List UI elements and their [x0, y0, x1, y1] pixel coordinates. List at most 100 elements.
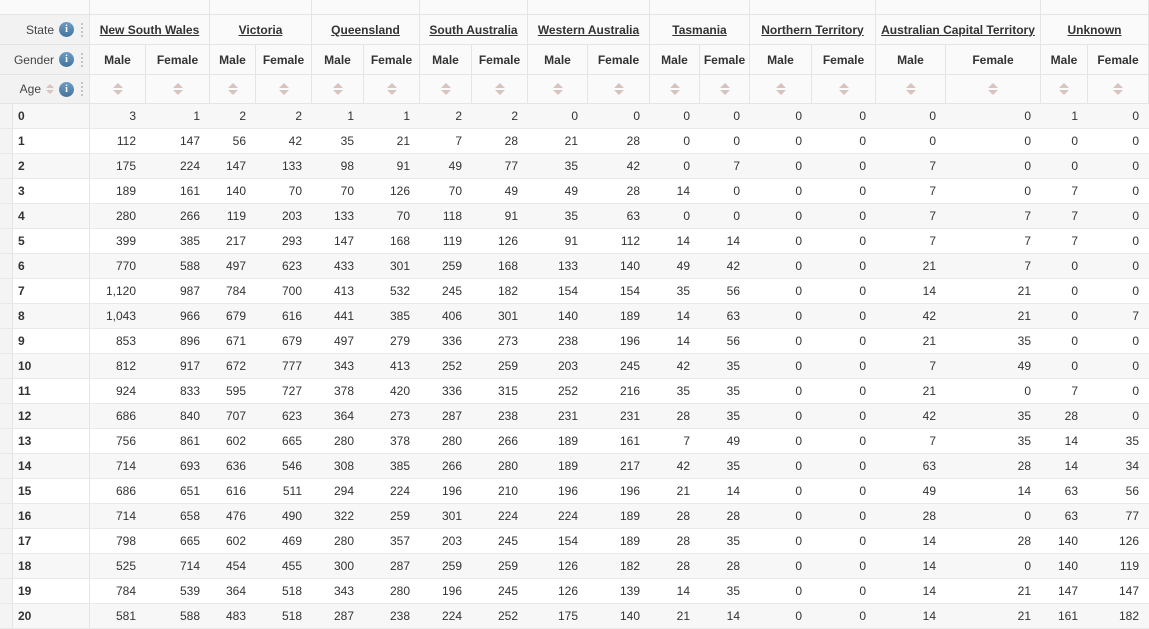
column-sort-icon[interactable] [172, 83, 183, 95]
column-sort-icon[interactable] [1113, 83, 1123, 95]
column-sort-icon[interactable] [613, 83, 624, 95]
value-cell: 49 [922, 484, 936, 498]
value-cell: 0 [859, 209, 866, 223]
value-cell: 0 [795, 584, 802, 598]
state-header-cell: New South Wales [90, 15, 210, 45]
value-cell: 693 [179, 459, 200, 473]
value-cell: 490 [281, 509, 302, 523]
column-sort-icon[interactable] [988, 83, 998, 95]
sort-cell [700, 75, 750, 104]
value-cell: 784 [115, 584, 136, 598]
state-link[interactable]: New South Wales [99, 22, 200, 37]
value-cell: 7 [929, 434, 936, 448]
column-sort-icon[interactable] [112, 83, 123, 95]
state-cells: New South Wales Victoria Queensland South A… [90, 15, 1149, 45]
value-cell: 966 [179, 309, 200, 323]
column-sort-icon[interactable] [386, 83, 397, 95]
column-sort-icon[interactable] [227, 83, 238, 95]
state-link[interactable]: Queensland [331, 22, 400, 37]
state-info-icon[interactable]: i [59, 22, 74, 37]
gender-menu-icon[interactable] [79, 52, 85, 68]
age-menu-icon[interactable] [79, 81, 85, 97]
table-row: 8 1,043 966 679 616 441 385 406 301 140 189 14 63 0 0 4… [0, 304, 1149, 329]
value-cell: 252 [557, 384, 578, 398]
state-link[interactable]: Tasmania [672, 22, 727, 37]
gender-header-cell: Female [364, 45, 420, 75]
value-cell: 0 [859, 234, 866, 248]
column-sort-icon[interactable] [494, 83, 505, 95]
spacer-cells [90, 0, 1149, 15]
value-cell: 0 [1024, 384, 1031, 398]
table-row: 9 853 896 671 679 497 279 336 273 238 196 14 56 0 0 21 3… [0, 329, 1149, 354]
state-link[interactable]: Western Australia [537, 22, 640, 37]
age-sort-icon[interactable] [46, 84, 54, 94]
column-sort-icon[interactable] [332, 83, 343, 95]
value-cell: 0 [733, 209, 740, 223]
sort-cell [210, 75, 256, 104]
row-header-age: 20 [13, 604, 90, 628]
value-cell: 245 [441, 284, 462, 298]
sort-cell [256, 75, 312, 104]
value-cell: 581 [115, 609, 136, 623]
value-cell: 0 [795, 284, 802, 298]
value-cell: 238 [497, 409, 518, 423]
value-cell: 21 [676, 484, 690, 498]
value-cell: 63 [726, 309, 740, 323]
gender-header-cell: Male [312, 45, 364, 75]
column-sort-icon[interactable] [1059, 83, 1069, 95]
value-cell: 399 [115, 234, 136, 248]
column-sort-icon[interactable] [838, 83, 849, 95]
column-sort-icon[interactable] [775, 83, 786, 95]
value-cell: 266 [497, 434, 518, 448]
spacer-cell [312, 0, 420, 15]
value-cell: 42 [288, 134, 302, 148]
value-cell: 7 [1024, 259, 1031, 273]
value-cell: 0 [633, 109, 640, 123]
column-sort-icon[interactable] [719, 83, 730, 95]
row-header-age: 7 [13, 279, 90, 303]
value-cell: 777 [281, 359, 302, 373]
value-cell: 0 [1132, 359, 1139, 373]
value-cell: 7 [929, 209, 936, 223]
column-sort-icon[interactable] [440, 83, 451, 95]
value-cell: 35 [1125, 434, 1139, 448]
state-link[interactable]: Victoria [238, 22, 283, 37]
value-cell: 0 [1071, 134, 1078, 148]
value-cell: 301 [389, 259, 410, 273]
column-sort-icon[interactable] [552, 83, 563, 95]
value-cell: 21 [564, 134, 578, 148]
value-cell: 7 [1024, 234, 1031, 248]
value-cell: 833 [179, 384, 200, 398]
value-cell: 727 [281, 384, 302, 398]
value-cell: 336 [441, 334, 462, 348]
gender-field-cell: Gender i [0, 45, 90, 75]
value-cell: 700 [281, 284, 302, 298]
value-cell: 0 [571, 109, 578, 123]
state-link[interactable]: Australian Capital Territory [881, 22, 1035, 37]
gender-info-icon[interactable]: i [59, 52, 74, 67]
value-cell: 126 [557, 584, 578, 598]
value-cell: 1 [403, 109, 410, 123]
state-link[interactable]: Northern Territory [761, 22, 864, 37]
value-cell: 28 [726, 509, 740, 523]
value-cell: 70 [288, 184, 302, 198]
table-row: 4 280 266 119 203 133 70 118 91 35 63 0 0 0 0 7 7 7 0 [0, 204, 1149, 229]
state-menu-icon[interactable] [79, 22, 85, 38]
age-info-icon[interactable]: i [59, 81, 74, 97]
column-sort-icon[interactable] [278, 83, 289, 95]
value-cell: 49 [448, 159, 462, 173]
value-cell: 182 [619, 559, 640, 573]
column-sort-icon[interactable] [905, 83, 916, 95]
state-link[interactable]: South Australia [429, 22, 518, 37]
value-cell: 623 [281, 409, 302, 423]
value-cell: 287 [333, 609, 354, 623]
value-cell: 119 [226, 209, 246, 223]
state-link[interactable]: Unknown [1067, 22, 1122, 37]
value-cell: 140 [225, 184, 246, 198]
row-gutter [0, 579, 13, 603]
value-cell: 1 [193, 109, 200, 123]
column-sort-icon[interactable] [669, 83, 680, 95]
table-row: 19 784 539 364 518 343 280 196 245 126 139 14 35 0 0 14… [0, 579, 1149, 604]
value-cell: 853 [115, 334, 136, 348]
row-gutter [0, 404, 13, 428]
